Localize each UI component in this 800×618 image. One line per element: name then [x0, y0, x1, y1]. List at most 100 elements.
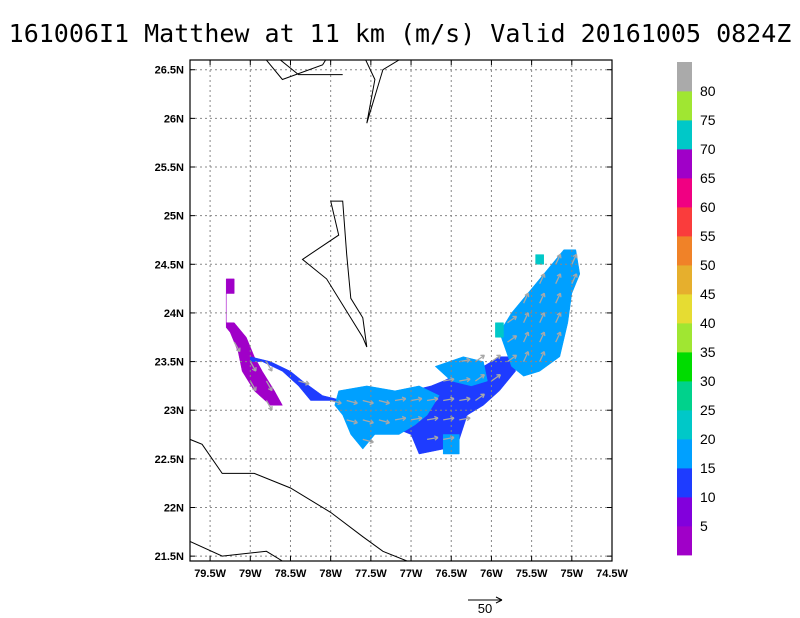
x-tick-label: 75.5W — [516, 568, 548, 580]
x-tick-label: 79.5W — [194, 568, 226, 580]
y-tick-label: 25N — [164, 211, 184, 223]
y-tick-label: 24N — [164, 308, 184, 320]
x-tick-label: 78.5W — [275, 568, 307, 580]
wind-vector — [555, 292, 562, 304]
wind-vector — [523, 312, 530, 323]
colorbar-swatch — [677, 91, 692, 121]
wind-vector — [491, 354, 502, 363]
wind-vector — [507, 335, 518, 343]
wind-vector — [571, 273, 578, 284]
wind-vector — [394, 415, 407, 422]
wind-vector — [410, 396, 423, 402]
wind-vector — [265, 380, 273, 392]
colorbar-label: 20 — [700, 431, 716, 447]
x-tick-label: 77W — [400, 568, 423, 580]
wind-vector — [539, 312, 546, 323]
wind-vector — [555, 331, 562, 343]
wind-vector — [410, 415, 423, 422]
wind-region-teal-patches — [535, 254, 544, 265]
wind-region-blue-15-south — [442, 434, 460, 455]
y-tick-label: 22N — [164, 502, 184, 514]
coastline — [190, 541, 283, 561]
wind-vector — [555, 253, 562, 265]
wind-vector — [475, 393, 485, 402]
wind-vector — [539, 273, 546, 284]
plot-area: 79.5W 79W 78.5W 78W 77.5W 77W 76.5W 76W 75.5W 75W… — [155, 59, 629, 580]
colorbar-label: 15 — [700, 460, 716, 476]
y-tick-label: 26N — [164, 113, 184, 125]
colorbar-swatch — [677, 497, 692, 527]
wind-vector — [426, 435, 439, 441]
chart-title: 161006I1 Matthew at 11 km (m/s) Valid 20… — [9, 19, 792, 48]
coastline — [279, 60, 343, 76]
wind-region-teal-patch-mid — [495, 322, 504, 338]
y-tick-label: 23.5N — [155, 357, 184, 369]
wind-vector — [378, 419, 390, 425]
wind-vector — [523, 292, 530, 304]
y-tick-label: 25.5N — [155, 162, 184, 174]
wind-vector — [555, 273, 562, 284]
colorbar-label: 80 — [700, 83, 716, 99]
wind-vector — [475, 374, 485, 382]
y-tick-label: 23N — [164, 405, 184, 417]
wind-vector — [426, 396, 439, 402]
coastline — [301, 200, 368, 348]
wind-vector — [394, 396, 407, 402]
colorbar-label: 60 — [700, 199, 716, 215]
y-tick-label: 26.5N — [155, 65, 184, 77]
colorbar-label: 65 — [700, 170, 716, 186]
colorbar-label: 55 — [700, 228, 716, 244]
colorbar-label: 70 — [700, 141, 716, 157]
wind-vector — [507, 354, 518, 363]
wind-vector — [362, 438, 374, 445]
colorbar-swatch — [677, 294, 692, 324]
colorbar-label: 75 — [700, 112, 716, 128]
reference-vector: 50 — [468, 596, 503, 616]
x-tick-label: 79W — [239, 568, 262, 580]
colorbar-swatch — [677, 265, 692, 295]
wind-vector — [265, 361, 273, 372]
colorbar-swatch — [677, 207, 692, 237]
colorbar-swatch — [677, 526, 692, 556]
x-tick-label: 75W — [560, 568, 583, 580]
colorbar-label: 50 — [700, 257, 716, 273]
y-tick-label: 21.5N — [155, 551, 184, 563]
wind-vector — [265, 400, 273, 411]
colorbar-label: 5 — [700, 518, 708, 534]
wind-vector — [491, 374, 502, 382]
colorbar-swatch — [677, 381, 692, 411]
colorbar-label: 40 — [700, 315, 716, 331]
wind-vector — [459, 415, 471, 422]
coastline — [365, 60, 400, 124]
wind-region-blue-15-west — [334, 385, 440, 450]
wind-vector — [249, 380, 257, 392]
wind-region-blue-15-east — [499, 249, 581, 377]
wind-vector — [539, 351, 546, 362]
colorbar-swatch — [677, 439, 692, 469]
colorbar-label: 35 — [700, 344, 716, 360]
x-tick-label: 74.5W — [596, 568, 628, 580]
wind-vector — [571, 253, 578, 265]
colorbar-swatch — [677, 410, 692, 440]
x-tick-label: 76.5W — [435, 568, 467, 580]
colorbar: 5 10 15 20 25 30 35 40 45 50 55 60 65 70 75 80 — [677, 62, 716, 556]
colorbar-label: 25 — [700, 402, 716, 418]
colorbar-swatch — [677, 149, 692, 179]
wind-vector — [249, 361, 257, 372]
wind-vector — [378, 399, 390, 406]
colorbar-swatch — [677, 178, 692, 208]
wind-vector — [523, 331, 530, 343]
wind-vector — [523, 351, 530, 362]
colorbar-swatch — [677, 323, 692, 353]
wind-vector — [233, 341, 241, 353]
colorbar-swatch — [677, 352, 692, 382]
wind-vector — [426, 415, 439, 422]
coastline — [265, 60, 327, 81]
wind-vector — [475, 354, 485, 363]
x-tick-label: 78W — [319, 568, 342, 580]
colorbar-label: 30 — [700, 373, 716, 389]
wind-vector — [539, 292, 546, 304]
colorbar-swatch — [677, 236, 692, 266]
wind-region-purple-west — [225, 278, 283, 406]
